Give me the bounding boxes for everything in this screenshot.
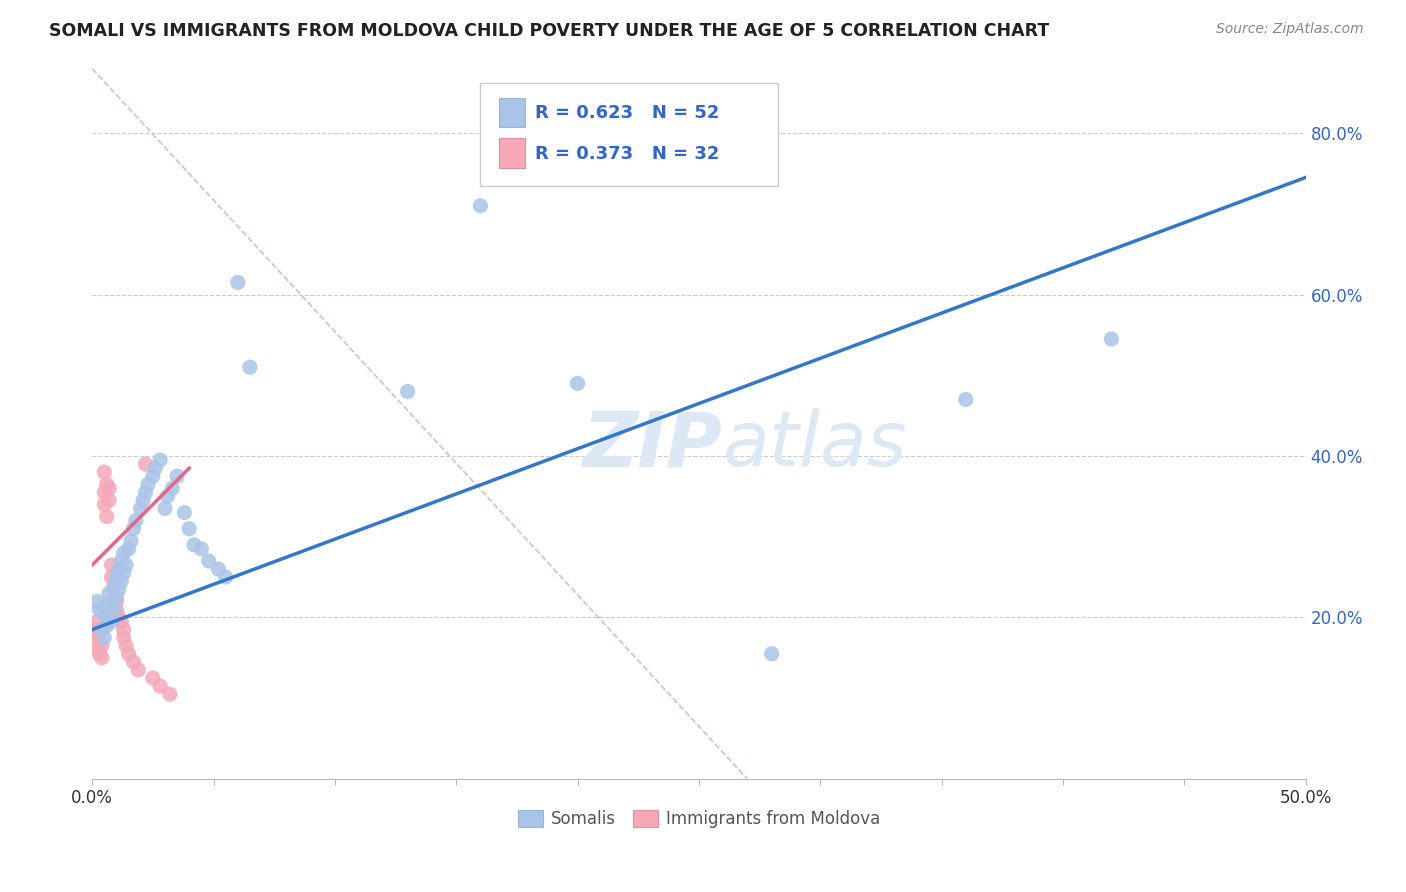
- Point: [98, 493, 121, 508]
- Point: [93, 631, 115, 645]
- Point: [110, 615, 132, 629]
- Text: Source: ZipAtlas.com: Source: ZipAtlas.com: [1216, 22, 1364, 37]
- Point: [90, 650, 112, 665]
- Point: [96, 599, 118, 613]
- Point: [132, 493, 155, 508]
- Point: [190, 541, 212, 556]
- Point: [90, 623, 112, 637]
- Point: [105, 570, 128, 584]
- Point: [96, 509, 118, 524]
- Point: [183, 538, 205, 552]
- Point: [93, 465, 115, 479]
- Point: [122, 522, 145, 536]
- Point: [112, 631, 135, 645]
- Point: [83, 631, 105, 645]
- Text: R = 0.623   N = 52: R = 0.623 N = 52: [536, 104, 720, 122]
- Point: [103, 578, 125, 592]
- Point: [100, 558, 122, 572]
- Point: [112, 623, 135, 637]
- Point: [105, 602, 128, 616]
- Point: [122, 655, 145, 669]
- Point: [108, 582, 131, 597]
- Point: [89, 634, 111, 648]
- Point: [1099, 332, 1122, 346]
- Point: [117, 647, 139, 661]
- Point: [153, 501, 176, 516]
- Point: [955, 392, 977, 407]
- Point: [567, 376, 589, 391]
- Point: [89, 647, 111, 661]
- Point: [86, 615, 108, 629]
- Point: [156, 489, 179, 503]
- Point: [207, 562, 229, 576]
- Point: [98, 586, 121, 600]
- Point: [112, 546, 135, 560]
- Point: [135, 457, 157, 471]
- Point: [103, 582, 125, 597]
- Point: [96, 477, 118, 491]
- Text: R = 0.373   N = 32: R = 0.373 N = 32: [536, 145, 720, 162]
- Point: [179, 522, 201, 536]
- Point: [470, 199, 492, 213]
- FancyBboxPatch shape: [499, 138, 526, 168]
- Point: [98, 481, 121, 495]
- Point: [86, 594, 108, 608]
- Point: [112, 566, 135, 580]
- Point: [129, 501, 152, 516]
- Point: [761, 647, 783, 661]
- Point: [159, 687, 181, 701]
- Point: [117, 541, 139, 556]
- Point: [162, 481, 184, 495]
- Point: [86, 642, 108, 657]
- Point: [143, 461, 166, 475]
- Point: [197, 554, 219, 568]
- Text: atlas: atlas: [723, 408, 908, 482]
- Point: [108, 562, 131, 576]
- Point: [105, 591, 128, 605]
- Point: [100, 594, 122, 608]
- FancyBboxPatch shape: [499, 97, 526, 128]
- Point: [93, 485, 115, 500]
- Point: [96, 618, 118, 632]
- Point: [110, 574, 132, 588]
- Point: [108, 610, 131, 624]
- Text: SOMALI VS IMMIGRANTS FROM MOLDOVA CHILD POVERTY UNDER THE AGE OF 5 CORRELATION C: SOMALI VS IMMIGRANTS FROM MOLDOVA CHILD …: [49, 22, 1049, 40]
- Point: [173, 506, 195, 520]
- Point: [105, 594, 128, 608]
- Point: [100, 615, 122, 629]
- Point: [100, 570, 122, 584]
- Y-axis label: Child Poverty Under the Age of 5: Child Poverty Under the Age of 5: [0, 287, 8, 560]
- Point: [89, 602, 111, 616]
- Point: [115, 558, 138, 572]
- Point: [214, 570, 236, 584]
- Point: [142, 469, 165, 483]
- Point: [136, 477, 159, 491]
- Point: [90, 639, 112, 653]
- Point: [115, 639, 138, 653]
- Point: [110, 554, 132, 568]
- Point: [103, 602, 125, 616]
- Point: [166, 469, 188, 483]
- FancyBboxPatch shape: [481, 83, 778, 186]
- Text: ZIP: ZIP: [583, 408, 723, 482]
- Point: [125, 514, 148, 528]
- Point: [83, 623, 105, 637]
- Point: [127, 663, 149, 677]
- Point: [149, 679, 172, 693]
- Point: [135, 485, 157, 500]
- Legend: Somalis, Immigrants from Moldova: Somalis, Immigrants from Moldova: [510, 803, 887, 835]
- Point: [93, 498, 115, 512]
- Point: [98, 610, 121, 624]
- Point: [93, 607, 115, 621]
- Point: [120, 533, 142, 548]
- Point: [226, 276, 249, 290]
- Point: [142, 671, 165, 685]
- Point: [149, 453, 172, 467]
- Point: [239, 360, 262, 375]
- Point: [396, 384, 419, 399]
